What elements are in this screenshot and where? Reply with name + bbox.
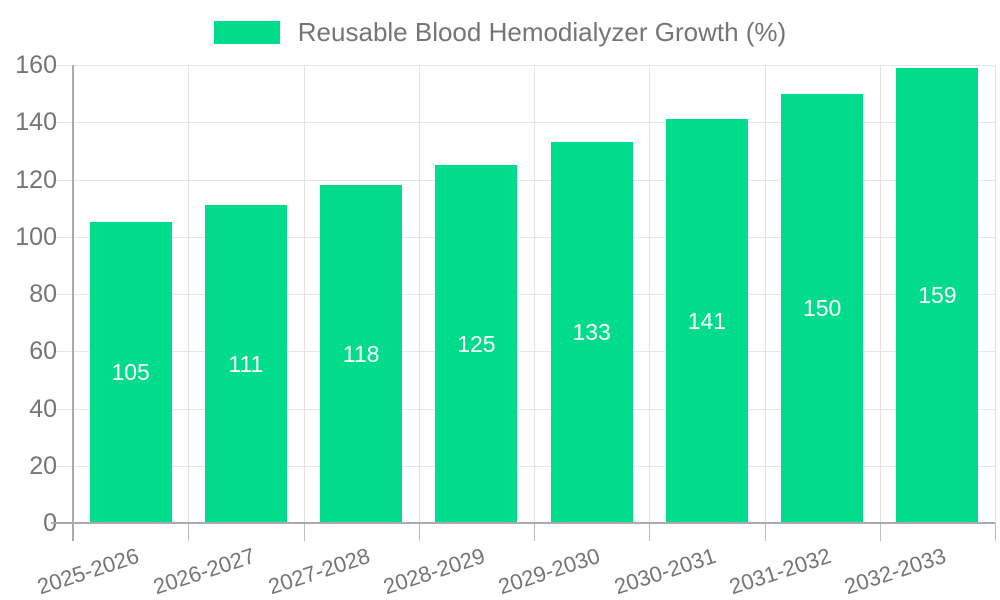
x-tick-label: 2031-2032	[726, 543, 834, 600]
y-tick-label: 20	[29, 451, 57, 480]
h-gridline	[55, 465, 995, 467]
bar: 118	[320, 185, 403, 523]
x-tick-label: 2025-2026	[34, 543, 143, 600]
y-tick-label: 100	[15, 222, 57, 251]
y-tick-label: 120	[15, 165, 57, 194]
bar-value-label: 105	[111, 359, 150, 386]
x-axis-tick	[879, 523, 881, 541]
x-axis-tick	[649, 523, 651, 541]
v-gridline	[764, 65, 766, 523]
x-axis-tick	[303, 523, 305, 541]
h-gridline	[55, 65, 995, 66]
y-tick-label: 160	[15, 51, 57, 79]
x-tick-label: 2027-2028	[265, 543, 373, 600]
x-tick-label: 2026-2027	[149, 543, 258, 600]
h-gridline	[55, 408, 995, 410]
x-tick-label: 2032-2033	[841, 543, 950, 600]
h-gridline	[55, 236, 995, 238]
bar-value-label: 125	[457, 330, 496, 357]
legend-color-swatch	[213, 21, 280, 44]
bar: 133	[550, 142, 633, 523]
v-gridline	[879, 65, 881, 523]
bar-value-label: 150	[802, 294, 842, 321]
x-axis-tick	[764, 523, 766, 541]
bar: 159	[896, 67, 979, 523]
h-gridline	[55, 351, 995, 353]
v-gridline	[534, 65, 535, 523]
bar-value-label: 111	[228, 350, 264, 377]
v-gridline	[418, 65, 420, 523]
bar: 150	[781, 93, 864, 523]
x-tick-label: 2029-2030	[495, 543, 604, 600]
y-tick-label: 60	[29, 337, 57, 366]
x-axis-tick	[418, 523, 420, 541]
y-tick-label: 80	[29, 280, 57, 308]
bar-value-label: 159	[918, 281, 957, 308]
x-axis-line	[51, 522, 995, 524]
v-gridline	[649, 65, 651, 523]
h-gridline	[55, 122, 995, 124]
x-tick-label: 2028-2029	[380, 543, 489, 600]
v-gridline	[995, 65, 996, 523]
x-axis-tick	[995, 523, 996, 541]
legend-series-label: Reusable Blood Hemodialyzer Growth (%)	[297, 17, 787, 47]
bar: 125	[435, 165, 518, 523]
bar: 105	[89, 222, 172, 523]
h-gridline	[55, 179, 995, 181]
bar-value-label: 118	[342, 340, 380, 367]
x-axis-tick	[534, 523, 535, 541]
v-gridline	[303, 65, 305, 523]
y-tick-label: 140	[15, 108, 57, 137]
v-gridline	[188, 65, 190, 523]
y-tick-label: 40	[29, 394, 57, 423]
y-tick-label: 0	[43, 510, 57, 536]
x-tick-label: 2030-2031	[610, 543, 719, 600]
bar: 111	[204, 205, 287, 523]
h-gridline	[55, 294, 995, 295]
y-axis-line	[72, 65, 74, 541]
x-axis-tick	[188, 523, 190, 541]
bar: 141	[665, 119, 748, 523]
bar-value-label: 133	[572, 319, 611, 346]
bar-value-label: 141	[687, 307, 727, 334]
chart-legend: Reusable Blood Hemodialyzer Growth (%)	[0, 17, 1000, 48]
